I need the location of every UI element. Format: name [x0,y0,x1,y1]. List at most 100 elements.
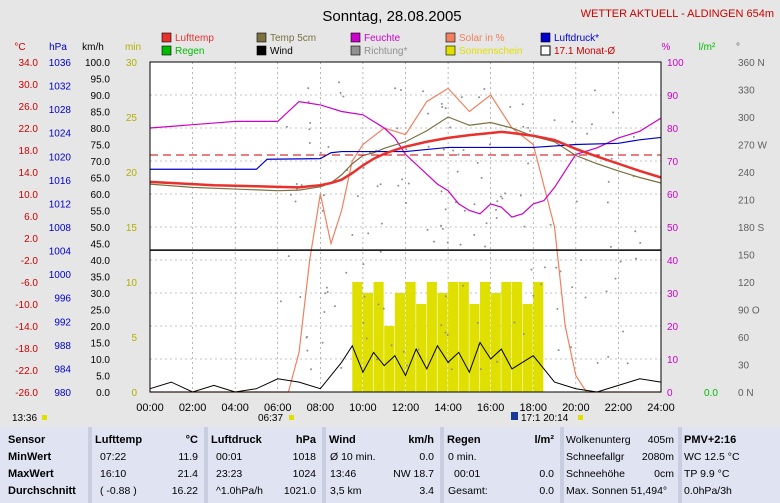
direction-point [289,193,292,196]
time-tick-label: 22:00 [605,402,633,414]
direction-point [426,228,429,231]
separator [204,427,208,503]
deg-tick-label: 210 [738,196,755,207]
temp-tick-label: 26.0 [19,102,39,113]
direction-point [607,180,610,183]
legend-label-4: Luftdruck* [554,33,599,44]
direction-point [376,185,379,188]
press-tick-label: 984 [54,364,71,375]
legend-label-0: Lufttemp [175,33,214,44]
direction-point [377,303,380,306]
summary-pmv: PMV+2:16 WC 12.5 °C TP 9.9 °C 0.0hPa/3h [682,427,780,503]
direction-point [441,105,444,108]
direction-point [390,344,393,347]
sunshine-bar [384,326,395,392]
pct-tick-label: 60 [667,190,679,201]
extra-value-2: 2080m [641,451,674,463]
series-luftdruck [150,136,662,170]
wind-tick-label: 15.0 [91,339,111,350]
press-tick-label: 1032 [49,82,72,93]
min-tick-label: 5 [131,333,137,344]
direction-point [450,368,453,371]
temp-tick-label: 2.0 [24,234,38,245]
deg-tick-label: 90 O [738,306,760,317]
pct-tick-label: 10 [667,355,679,366]
legend-swatch-6 [256,45,267,56]
direction-point [325,286,328,289]
time-tick-label: 02:00 [179,402,207,414]
direction-point [473,203,476,206]
pct-tick-label: 50 [667,223,679,234]
direction-point [612,111,615,114]
pmv-line-2: TP 9.9 °C [684,468,730,480]
direction-point [460,96,463,99]
legend-swatch-4 [540,32,551,43]
regen-duration: 0 min. [448,451,477,463]
regen-title: Regen [447,434,481,446]
moon-icon [511,412,518,420]
sunshine-bar [426,282,437,392]
direction-point [593,89,596,92]
separator [560,427,564,503]
direction-point [496,200,499,203]
direction-point [279,300,282,303]
regen-value: 0.0 [539,468,554,480]
separator [88,427,92,503]
direction-point [444,331,447,334]
wind-tick-label: 35.0 [91,273,111,284]
chart-title: Sonntag, 28.08.2005 [322,8,461,25]
wind-tick-label: 45.0 [91,240,111,251]
direction-point [305,336,308,339]
direction-point [396,127,399,130]
marker-sunrise-icon [289,415,294,420]
temp-tick-label: -6.0 [21,278,39,289]
direction-point [504,192,507,195]
sunshine-bar [405,282,416,392]
wind-tick-label: 10.0 [91,355,111,366]
legend: Lufttemp Temp 5cm Feuchte Solar in % Luftdru… [161,32,615,57]
direction-point [483,87,486,90]
direction-point [521,103,524,106]
wind-tick-label: 70.0 [91,157,111,168]
direction-point [609,245,612,248]
sunshine-bar [511,282,523,392]
legend-swatch-1 [256,32,267,43]
legend-swatch-9 [540,45,551,56]
luftdruck-min-value: 1018 [292,451,316,463]
wind-tick-label: 0.0 [96,388,110,399]
min-tick-label: 25 [126,113,138,124]
time-tick-label: 24:00 [647,402,675,414]
sunshine-bar [501,282,512,392]
deg-tick-label: 180 S [738,223,764,234]
press-tick-label: 1020 [49,152,72,163]
time-tick-label: 08:00 [307,402,335,414]
direction-point [356,195,359,198]
wind-tick-label: 5.0 [96,372,110,383]
separator [440,427,444,503]
direction-point [308,142,311,145]
unit-press: hPa [49,42,67,53]
direction-point [463,209,466,212]
lufttemp-max-value: 21.4 [177,468,198,480]
lufttemp-avg-note: ( -0.88 ) [100,485,137,497]
press-tick-label: 1004 [49,247,72,258]
wind-unit: km/h [408,434,434,446]
wind-tick-label: 85.0 [91,108,111,119]
sunshine-bar [533,282,544,392]
direction-point [522,125,525,128]
time-tick-label: 04:00 [221,402,249,414]
pct-tick-label: 0 [667,388,673,399]
marker-left-icon [42,415,47,420]
direction-point [442,148,445,151]
direction-point [457,153,460,156]
summary-sensor: Sensor MinWert MaxWert Durchschnitt [0,427,88,503]
legend-label-1: Temp 5cm [270,33,316,44]
unit-wind: km/h [82,42,104,53]
axes-layer: 34.0 30.0 26.0 22.0 18.0 14.0 10.0 6.0 2.0 -2.0 -6… [15,58,767,414]
direction-point [402,350,405,353]
direction-point [571,120,574,123]
direction-point [607,355,610,358]
press-tick-label: 1028 [49,105,72,116]
deg-tick-label: 360 N [738,58,765,69]
